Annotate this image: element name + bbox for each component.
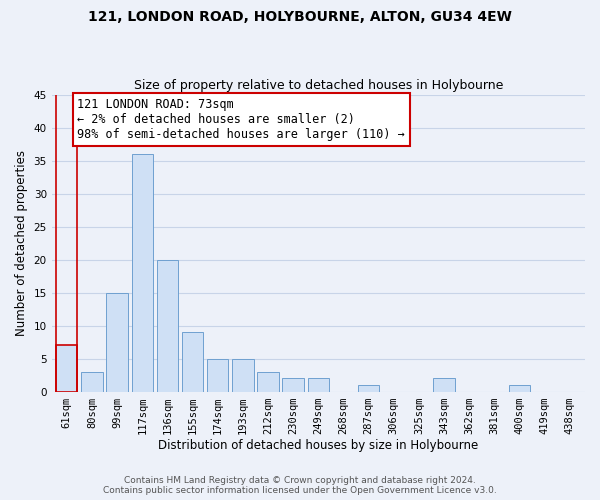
Text: Contains HM Land Registry data © Crown copyright and database right 2024.
Contai: Contains HM Land Registry data © Crown c… — [103, 476, 497, 495]
Bar — [106, 292, 128, 392]
Bar — [56, 346, 77, 392]
Bar — [207, 358, 229, 392]
Y-axis label: Number of detached properties: Number of detached properties — [15, 150, 28, 336]
Bar — [283, 378, 304, 392]
Bar — [232, 358, 254, 392]
Text: 121, LONDON ROAD, HOLYBOURNE, ALTON, GU34 4EW: 121, LONDON ROAD, HOLYBOURNE, ALTON, GU3… — [88, 10, 512, 24]
Bar — [131, 154, 153, 392]
Bar — [182, 332, 203, 392]
Bar — [308, 378, 329, 392]
Bar — [257, 372, 279, 392]
Text: 121 LONDON ROAD: 73sqm
← 2% of detached houses are smaller (2)
98% of semi-detac: 121 LONDON ROAD: 73sqm ← 2% of detached … — [77, 98, 405, 141]
Bar — [157, 260, 178, 392]
Bar — [358, 385, 379, 392]
X-axis label: Distribution of detached houses by size in Holybourne: Distribution of detached houses by size … — [158, 440, 478, 452]
Bar — [56, 346, 77, 392]
Bar — [509, 385, 530, 392]
Bar — [81, 372, 103, 392]
Title: Size of property relative to detached houses in Holybourne: Size of property relative to detached ho… — [134, 79, 503, 92]
Bar — [433, 378, 455, 392]
